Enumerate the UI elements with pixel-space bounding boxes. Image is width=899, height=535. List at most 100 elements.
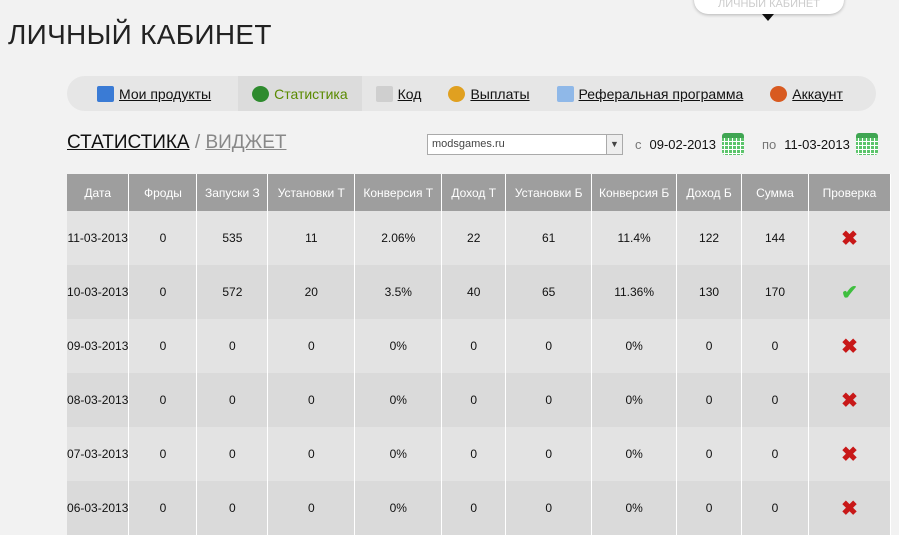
chevron-down-icon[interactable]: ▼ xyxy=(606,134,622,154)
nav-item-label: Выплаты xyxy=(470,85,530,102)
check-cell: ✖ xyxy=(808,319,892,373)
date-to-field[interactable]: 11-03-2013 xyxy=(784,136,850,152)
user-icon xyxy=(770,85,788,102)
table-row: 11-03-2013 0 535 11 2.06% 22 61 11.4% 122 144 ✖ xyxy=(67,211,892,265)
table-cell: 0 xyxy=(676,481,743,535)
nav-item-2[interactable]: Код xyxy=(375,76,435,111)
column-header[interactable]: Сумма xyxy=(741,174,809,211)
table-cell: 0% xyxy=(354,427,443,481)
column-header[interactable]: Проверка xyxy=(808,174,892,211)
table-cell: 0 xyxy=(196,427,269,481)
column-header[interactable]: Запуски З xyxy=(196,174,269,211)
checkmark-icon: ✔ xyxy=(841,281,858,304)
table-cell: 122 xyxy=(676,211,743,265)
breadcrumb: СТАТИСТИКА / ВИДЖЕТ xyxy=(67,132,286,154)
table-cell: 0 xyxy=(505,427,593,481)
check-cell: ✖ xyxy=(808,427,892,481)
table-cell: 0 xyxy=(196,373,269,427)
column-header[interactable]: Конверсия Б xyxy=(591,174,678,211)
table-cell: 0% xyxy=(591,373,678,427)
table-cell: 07-03-2013 xyxy=(67,427,130,481)
table-cell: 0 xyxy=(267,373,356,427)
nav-item-3[interactable]: Выплаты xyxy=(448,76,542,111)
check-cell: ✖ xyxy=(808,481,892,535)
table-cell: 40 xyxy=(441,265,507,319)
table-cell: 0 xyxy=(196,481,269,535)
date-from-field[interactable]: 09-02-2013 xyxy=(649,136,717,152)
table-cell: 0 xyxy=(741,427,809,481)
to-label: по xyxy=(762,136,777,152)
site-select[interactable]: modsgames.ru ▼ xyxy=(427,133,623,155)
cross-icon: ✖ xyxy=(841,227,858,250)
calendar-icon[interactable] xyxy=(855,133,878,155)
table-cell: 0 xyxy=(676,373,743,427)
table-cell: 0 xyxy=(128,265,198,319)
table-cell: 0 xyxy=(505,319,593,373)
table-cell: 170 xyxy=(741,265,809,319)
site-select-value: modsgames.ru xyxy=(432,137,505,150)
nav-item-label: Мои продукты xyxy=(119,85,212,102)
column-header[interactable]: Доход Т xyxy=(441,174,507,211)
table-row: 06-03-2013 0 0 0 0% 0 0 0% 0 0 ✖ xyxy=(67,481,892,535)
cross-icon: ✖ xyxy=(841,335,858,358)
table-cell: 0 xyxy=(505,481,593,535)
column-header[interactable]: Доход Б xyxy=(676,174,743,211)
column-header[interactable]: Дата xyxy=(67,174,130,211)
table-cell: 11 xyxy=(267,211,356,265)
nav-item-1[interactable]: Статистика xyxy=(238,76,362,111)
code-window-icon xyxy=(375,85,393,102)
tab-widget[interactable]: ВИДЖЕТ xyxy=(205,132,287,153)
table-cell: 06-03-2013 xyxy=(67,481,130,535)
nav-item-label: Статистика xyxy=(274,85,348,102)
monitor-icon xyxy=(97,85,114,102)
table-cell: 11.36% xyxy=(591,265,678,319)
check-cell: ✔ xyxy=(808,265,892,319)
table-cell: 0 xyxy=(741,319,809,373)
cross-icon: ✖ xyxy=(841,497,858,520)
table-row: 08-03-2013 0 0 0 0% 0 0 0% 0 0 ✖ xyxy=(67,373,892,427)
table-cell: 0 xyxy=(128,373,198,427)
table-cell: 09-03-2013 xyxy=(67,319,130,373)
table-cell: 0 xyxy=(676,427,743,481)
table-cell: 08-03-2013 xyxy=(67,373,130,427)
table-cell: 0 xyxy=(196,319,269,373)
table-cell: 0 xyxy=(267,319,356,373)
table-cell: 0 xyxy=(128,427,198,481)
nav-item-label: Аккаунт xyxy=(792,85,843,102)
nav-item-4[interactable]: Реферальная программа xyxy=(556,76,757,111)
table-cell: 0% xyxy=(591,481,678,535)
table-cell: 0 xyxy=(441,481,507,535)
table-cell: 0 xyxy=(128,319,198,373)
table-cell: 11.4% xyxy=(591,211,678,265)
table-row: 09-03-2013 0 0 0 0% 0 0 0% 0 0 ✖ xyxy=(67,319,892,373)
nav-item-5[interactable]: Аккаунт xyxy=(770,76,856,111)
table-cell: 0% xyxy=(591,319,678,373)
table-cell: 535 xyxy=(196,211,269,265)
table-cell: 3.5% xyxy=(354,265,443,319)
table-cell: 0 xyxy=(128,481,198,535)
table-cell: 65 xyxy=(505,265,593,319)
table-cell: 0 xyxy=(128,211,198,265)
nav-item-0[interactable]: Мои продукты xyxy=(97,76,224,111)
column-header[interactable]: Конверсия Т xyxy=(354,174,443,211)
column-header[interactable]: Установки Б xyxy=(505,174,593,211)
table-cell: 20 xyxy=(267,265,356,319)
table-cell: 11-03-2013 xyxy=(67,211,130,265)
column-header[interactable]: Установки Т xyxy=(267,174,356,211)
breadcrumb-separator: / xyxy=(194,132,201,153)
table-row: 10-03-2013 0 572 20 3.5% 40 65 11.36% 130 170 ✔ xyxy=(67,265,892,319)
table-cell: 0% xyxy=(354,481,443,535)
nav-item-label: Реферальная программа xyxy=(578,85,744,102)
table-cell: 0 xyxy=(741,373,809,427)
table-cell: 0 xyxy=(441,427,507,481)
check-cell: ✖ xyxy=(808,373,892,427)
column-header[interactable]: Фроды xyxy=(128,174,198,211)
table-cell: 61 xyxy=(505,211,593,265)
calendar-icon[interactable] xyxy=(722,133,744,155)
table-cell: 10-03-2013 xyxy=(67,265,130,319)
coins-icon xyxy=(448,85,466,102)
table-cell: 144 xyxy=(741,211,809,265)
page-title: ЛИЧНЫЙ КАБИНЕТ xyxy=(8,19,272,50)
table-cell: 0% xyxy=(591,427,678,481)
tab-statistics[interactable]: СТАТИСТИКА xyxy=(67,132,190,153)
